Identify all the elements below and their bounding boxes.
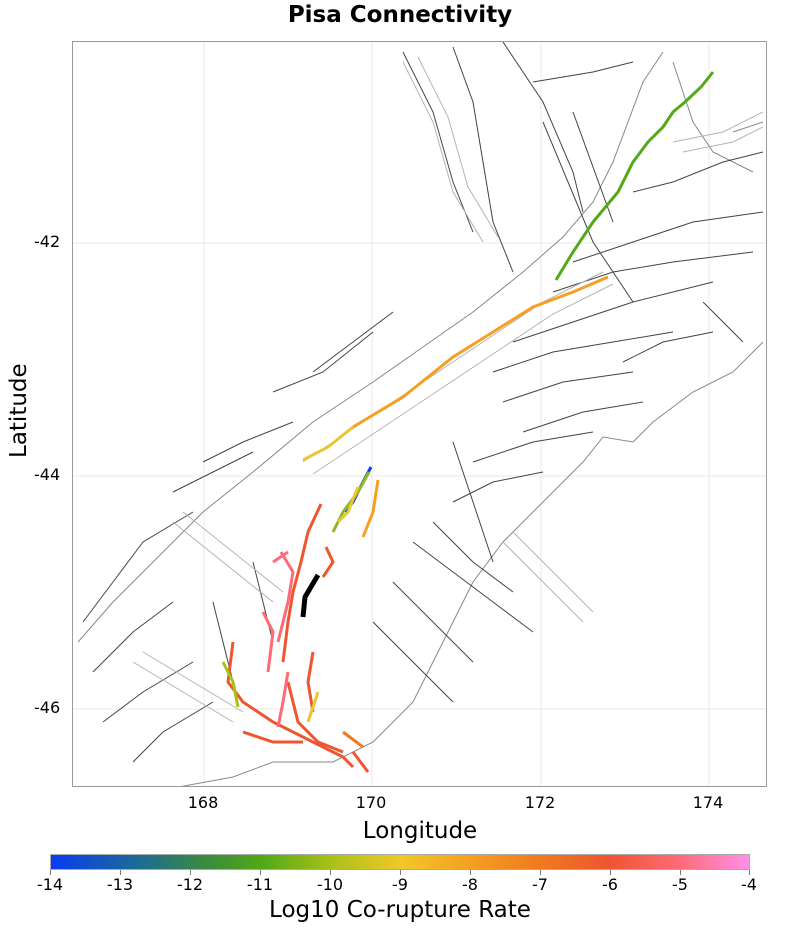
colorbar-tick-mark [540,870,541,875]
colorbar-tick-mark [400,870,401,875]
y-tick: -44 [34,465,61,484]
rupture-alpine-fault [352,275,609,429]
coastline [77,51,764,786]
x-tick: 168 [187,793,219,812]
y-axis-label: Latitude [6,363,32,458]
y-tick: -46 [34,698,61,717]
x-tick: 174 [692,793,724,812]
fault-map-svg [73,42,766,786]
colorbar-tick-mark [749,870,750,875]
colorbar-tick-mark [190,870,191,875]
colorbar-label: Log10 Co-rupture Rate [269,897,531,923]
chart-title: Pisa Connectivity [287,2,513,28]
colorbar-tick: -11 [246,875,274,894]
colorbar-tick: -7 [532,875,548,894]
colorbar-tick-mark [120,870,121,875]
colorbar-tick-mark [260,870,261,875]
x-tick: 170 [355,793,387,812]
colorbar [50,854,750,870]
y-tick: -42 [34,232,61,251]
colorbar-tick: -14 [36,875,64,894]
rupture-alpine-fault-sw [302,425,354,462]
background-faults [82,42,764,763]
co-rupture-traces [221,466,380,773]
x-axis-label: Longitude [362,818,478,844]
colorbar-tick: -4 [741,875,757,894]
source-fault-black [300,573,321,618]
colorbar-tick: -5 [672,875,688,894]
map-plot-area [72,41,767,787]
rupture-northeast-green [554,71,715,281]
colorbar-tick: -6 [602,875,618,894]
colorbar-tick-mark [680,870,681,875]
colorbar-tick: -8 [462,875,478,894]
colorbar-tick-mark [610,870,611,875]
colorbar-tick-mark [470,870,471,875]
grid-lines [73,42,766,786]
x-tick: 172 [524,793,556,812]
colorbar-tick: -13 [106,875,134,894]
colorbar-tick-mark [330,870,331,875]
colorbar-tick: -10 [316,875,344,894]
fault-surfaces [132,56,764,723]
colorbar-tick-mark [50,870,51,875]
colorbar-tick: -12 [176,875,204,894]
colorbar-tick: -9 [392,875,408,894]
